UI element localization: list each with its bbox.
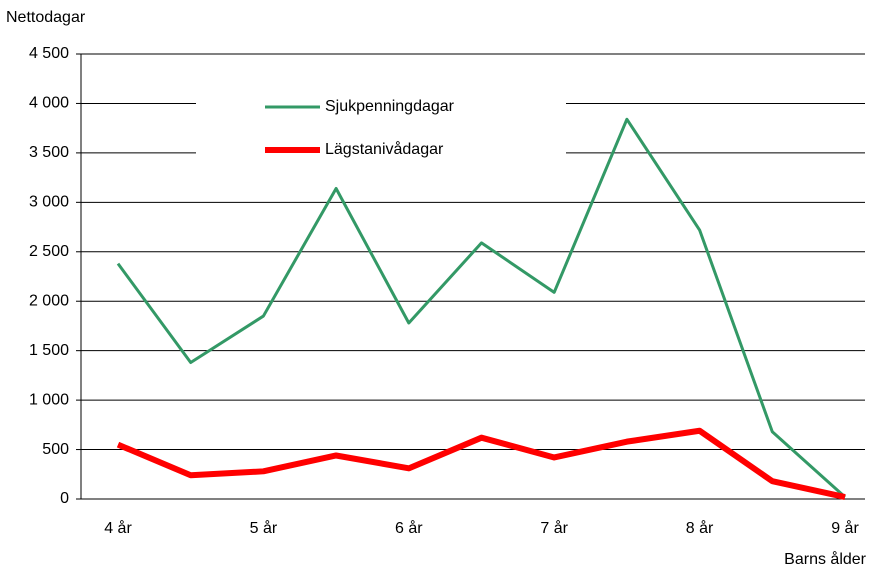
legend-background bbox=[196, 86, 566, 170]
y-tick-label: 4 000 bbox=[29, 95, 69, 112]
x-tick-label: 4 år bbox=[104, 519, 132, 537]
series-line bbox=[116, 117, 847, 499]
legend-label: Lägstanivådagar bbox=[325, 140, 444, 158]
y-tick-label: 2 500 bbox=[29, 243, 69, 260]
y-tick-label: 4 500 bbox=[29, 45, 69, 62]
y-tick-label: 1 500 bbox=[29, 342, 69, 359]
x-axis-title: Barns ålder bbox=[784, 550, 866, 568]
y-tick-label: 3 500 bbox=[29, 144, 69, 161]
x-tick-label: 8 år bbox=[686, 519, 714, 537]
legend-label: Sjukpenningdagar bbox=[325, 98, 455, 115]
y-tick-label: 1 000 bbox=[29, 391, 69, 408]
y-tick-label: 2 000 bbox=[29, 292, 69, 309]
x-tick-label: 7 år bbox=[540, 519, 568, 537]
y-tick-label: 500 bbox=[42, 441, 69, 458]
x-tick-label: 6 år bbox=[395, 519, 423, 537]
y-tick-label: 3 000 bbox=[29, 194, 69, 211]
series-line bbox=[116, 427, 846, 500]
y-axis-title: Nettodagar bbox=[6, 9, 86, 26]
y-tick-label: 0 bbox=[60, 490, 69, 507]
x-tick-label: 5 år bbox=[250, 519, 278, 537]
x-tick-label: 9 år bbox=[831, 519, 859, 537]
